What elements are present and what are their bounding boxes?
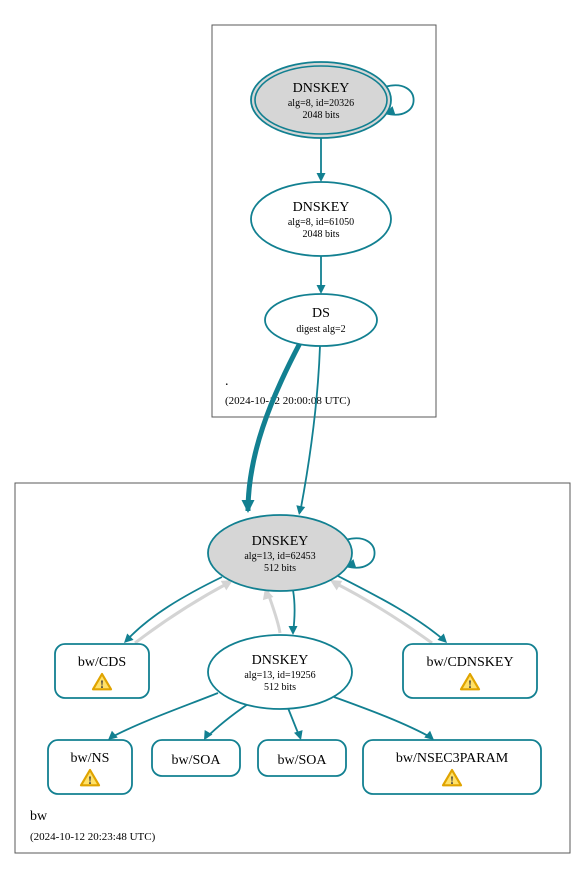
svg-text:DS: DS [312,306,330,321]
svg-text:2048 bits: 2048 bits [303,110,340,121]
edge-ds-to-bw-ksk-thick [248,343,300,511]
edge-bw-zsk-to-ns [110,693,218,738]
svg-text:bw/NS: bw/NS [71,751,110,766]
svg-text:bw/NSEC3PARAM: bw/NSEC3PARAM [396,751,509,766]
svg-text:512 bits: 512 bits [264,563,296,574]
edge-ds-to-bw-ksk [300,346,320,513]
svg-text:bw/SOA: bw/SOA [277,753,327,768]
edge-bw-zsk-to-nsec3 [334,697,432,738]
zone-time-bw: (2024-10-12 20:23:48 UTC) [30,831,156,843]
svg-text:DNSKEY: DNSKEY [293,200,350,215]
svg-text:512 bits: 512 bits [264,682,296,693]
svg-text:DNSKEY: DNSKEY [252,653,309,668]
svg-text:DNSKEY: DNSKEY [293,81,350,96]
svg-text:bw/SOA: bw/SOA [171,753,221,768]
zone-time-root: (2024-10-12 20:00:08 UTC) [225,395,351,407]
svg-text:DNSKEY: DNSKEY [252,534,309,549]
zone-name-root: . [225,374,229,389]
edge-bw-cdnskey-to-ksk-grey [333,582,432,643]
svg-text:alg=13, id=19256: alg=13, id=19256 [244,670,315,681]
edge-bw-ksk-to-cds [126,577,222,641]
svg-text:!: ! [450,773,454,787]
svg-text:!: ! [468,677,472,691]
svg-text:alg=8, id=20326: alg=8, id=20326 [288,98,354,109]
svg-text:alg=8, id=61050: alg=8, id=61050 [288,217,354,228]
edge-bw-cds-to-ksk-grey [135,582,230,643]
svg-text:!: ! [88,773,92,787]
svg-text:bw/CDS: bw/CDS [78,655,126,670]
edge-bw-ksk-to-cdnskey [338,576,445,641]
svg-text:digest alg=2: digest alg=2 [296,324,345,335]
svg-text:alg=13, id=62453: alg=13, id=62453 [244,551,315,562]
edge-bw-zsk-to-soa1 [206,704,248,738]
svg-text:bw/CDNSKEY: bw/CDNSKEY [426,655,513,670]
zone-name-bw: bw [30,809,48,824]
svg-text:2048 bits: 2048 bits [303,229,340,240]
svg-text:!: ! [100,677,104,691]
